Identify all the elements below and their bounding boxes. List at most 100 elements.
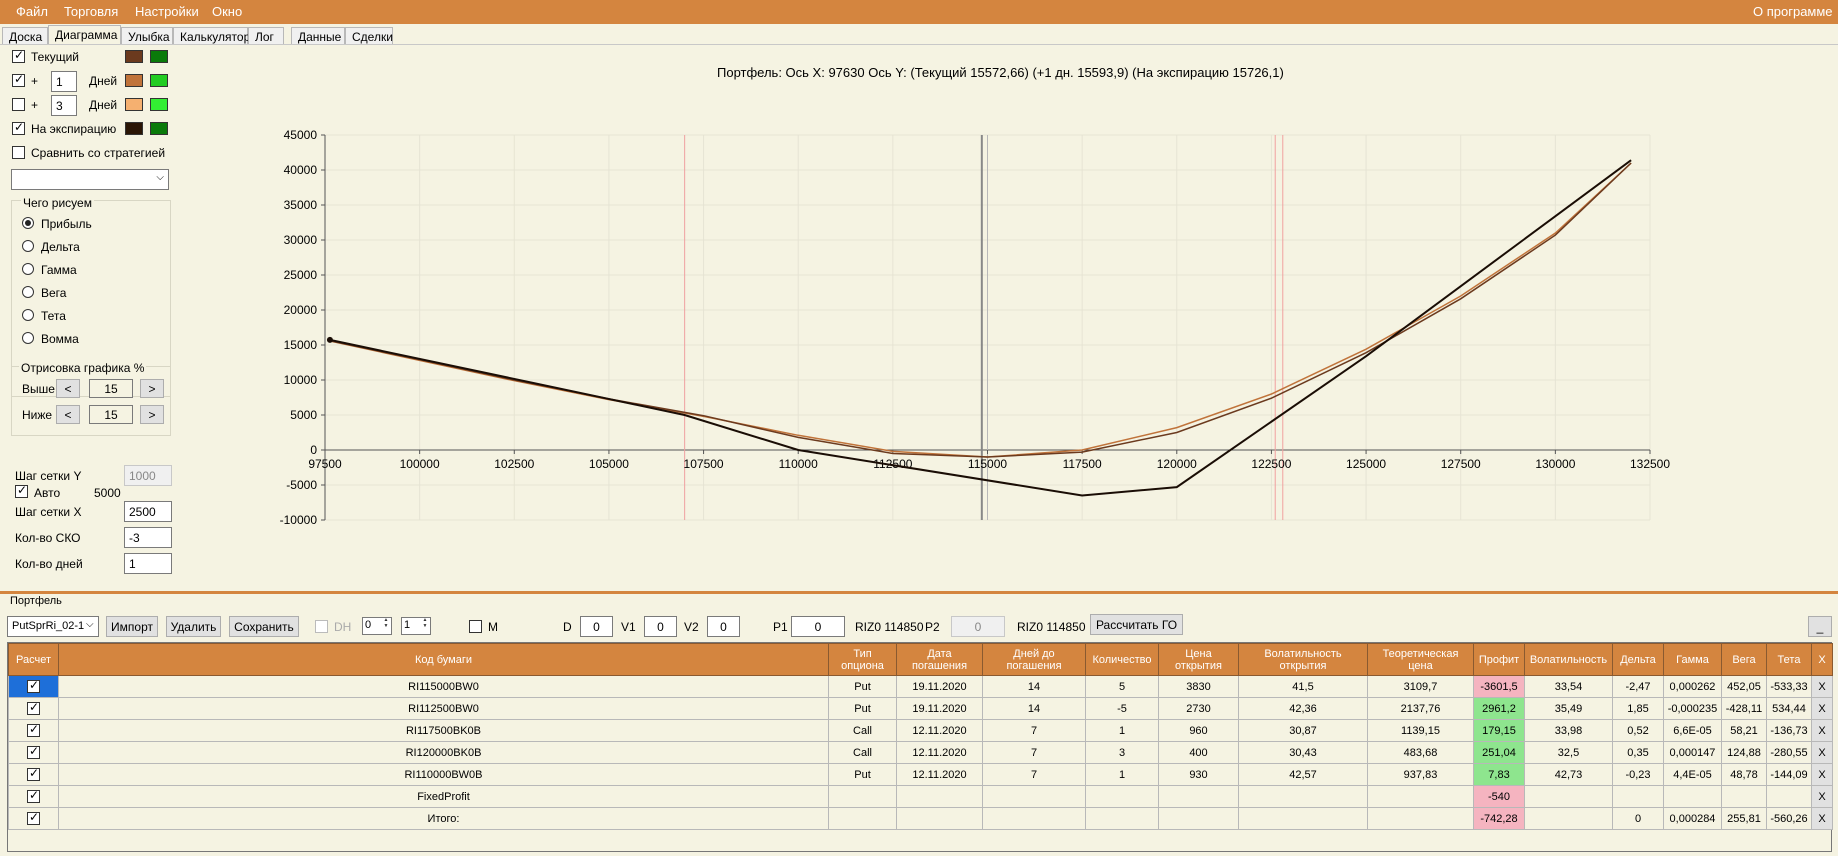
column-header[interactable]: Дельта xyxy=(1612,643,1664,676)
calc-cell[interactable] xyxy=(8,785,59,808)
column-header[interactable]: Тета xyxy=(1766,643,1812,676)
v1-input[interactable]: 0 xyxy=(644,616,677,637)
radio-vomma[interactable] xyxy=(22,332,34,344)
row-remove-button[interactable]: X xyxy=(1811,741,1833,764)
gridx-input[interactable]: 2500 xyxy=(124,501,172,522)
row-calc-checkbox[interactable] xyxy=(27,678,40,693)
strategy-select[interactable]: ⌵ xyxy=(11,169,169,190)
column-header[interactable]: Дата погашения xyxy=(896,643,983,676)
table-row[interactable]: RI117500BK0BCall12.11.20207196030,871139… xyxy=(8,719,1833,742)
plus2-days-input[interactable]: 3 xyxy=(51,95,77,116)
row-remove-button[interactable]: X xyxy=(1811,719,1833,742)
column-header[interactable]: Количество xyxy=(1085,643,1159,676)
column-header[interactable]: Дней до погашения xyxy=(982,643,1086,676)
row-calc-checkbox[interactable] xyxy=(27,788,40,803)
column-header[interactable]: Теоретическая цена xyxy=(1367,643,1474,676)
column-header[interactable]: X xyxy=(1811,643,1833,676)
sko-input[interactable]: -3 xyxy=(124,527,172,548)
days-input[interactable]: 1 xyxy=(124,553,172,574)
column-header[interactable]: Расчет xyxy=(8,643,59,676)
current-checkbox[interactable] xyxy=(12,48,25,63)
splitter[interactable] xyxy=(0,591,1838,594)
below-increase-button[interactable]: > xyxy=(140,405,164,424)
tab-board[interactable]: Доска xyxy=(2,27,48,45)
p1-input[interactable]: 0 xyxy=(791,616,845,637)
expiry-color-a[interactable] xyxy=(125,122,143,135)
plus2-checkbox[interactable] xyxy=(12,98,25,111)
column-header[interactable]: Волатильность открытия xyxy=(1238,643,1368,676)
row-remove-button[interactable]: X xyxy=(1811,763,1833,786)
radio-gamma[interactable] xyxy=(22,263,34,275)
plus1-color-b[interactable] xyxy=(150,74,168,87)
plus1-days-input[interactable]: 1 xyxy=(51,71,77,92)
menu-settings[interactable]: Настройки xyxy=(135,4,199,19)
radio-vega[interactable] xyxy=(22,286,34,298)
calc-cell[interactable] xyxy=(8,807,59,830)
row-calc-checkbox[interactable] xyxy=(27,744,40,759)
menu-about[interactable]: О программе xyxy=(1753,4,1833,19)
expiry-checkbox[interactable] xyxy=(12,120,25,135)
column-header[interactable]: Волатильность xyxy=(1524,643,1613,676)
import-button[interactable]: Импорт xyxy=(106,616,158,637)
row-calc-checkbox[interactable] xyxy=(27,766,40,781)
plus1-checkbox[interactable] xyxy=(12,72,25,87)
table-row[interactable]: RI115000BW0Put19.11.2020145383041,53109,… xyxy=(8,675,1833,698)
column-header[interactable]: Цена открытия xyxy=(1158,643,1239,676)
column-header[interactable]: Вега xyxy=(1721,643,1767,676)
column-header[interactable]: Профит xyxy=(1473,643,1525,676)
d-input[interactable]: 0 xyxy=(580,616,613,637)
menu-trade[interactable]: Торговля xyxy=(64,4,119,19)
calc-cell[interactable] xyxy=(8,763,59,786)
table-row[interactable]: RI110000BW0BPut12.11.20207193042,57937,8… xyxy=(8,763,1833,786)
portfolio-select[interactable]: PutSprRi_02-1 xyxy=(7,616,99,637)
below-decrease-button[interactable]: < xyxy=(56,405,80,424)
radio-theta[interactable] xyxy=(22,309,34,321)
menu-window[interactable]: Окно xyxy=(212,4,243,19)
column-header[interactable]: Тип опциона xyxy=(828,643,897,676)
below-input[interactable]: 15 xyxy=(89,405,133,424)
table-row[interactable]: FixedProfit -540 X xyxy=(8,785,1833,808)
row-calc-checkbox[interactable] xyxy=(27,810,40,825)
row-remove-button[interactable]: X xyxy=(1811,785,1833,808)
calc-cell[interactable] xyxy=(8,697,59,720)
tab-log[interactable]: Лог xyxy=(248,27,284,45)
p2-input[interactable]: 0 xyxy=(951,616,1005,637)
plus1-color-a[interactable] xyxy=(125,74,143,87)
spin1-input[interactable]: 0 xyxy=(362,617,392,635)
tab-deals[interactable]: Сделки xyxy=(345,27,393,45)
row-remove-button[interactable]: X xyxy=(1811,697,1833,720)
radio-delta[interactable] xyxy=(22,240,34,252)
row-calc-checkbox[interactable] xyxy=(27,722,40,737)
plus2-color-b[interactable] xyxy=(150,98,168,111)
column-header[interactable]: Гамма xyxy=(1663,643,1722,676)
minimize-button[interactable]: _ xyxy=(1808,616,1832,637)
calc-cell[interactable] xyxy=(8,675,59,698)
menu-file[interactable]: Файл xyxy=(16,4,48,19)
tab-calculator[interactable]: Калькулятор xyxy=(173,27,250,45)
save-button[interactable]: Сохранить xyxy=(229,616,299,637)
row-calc-checkbox[interactable] xyxy=(27,700,40,715)
column-header[interactable]: Код бумаги xyxy=(58,643,829,676)
compare-checkbox[interactable] xyxy=(12,146,25,159)
tab-data[interactable]: Данные xyxy=(291,27,345,45)
radio-profit[interactable] xyxy=(22,217,34,229)
current-color-b[interactable] xyxy=(150,50,168,63)
tab-diagram[interactable]: Диаграмма xyxy=(48,25,121,46)
auto-checkbox[interactable] xyxy=(15,483,28,498)
spin2-input[interactable]: 1 xyxy=(401,617,431,635)
table-row[interactable]: RI120000BK0BCall12.11.20207340030,43483,… xyxy=(8,741,1833,764)
current-color-a[interactable] xyxy=(125,50,143,63)
above-decrease-button[interactable]: < xyxy=(56,379,80,398)
delete-button[interactable]: Удалить xyxy=(166,616,221,637)
calc-cell[interactable] xyxy=(8,741,59,764)
payoff-chart[interactable]: 97500 100000 102500 105000 107500 110000 11250… xyxy=(240,95,1770,615)
above-increase-button[interactable]: > xyxy=(140,379,164,398)
calc-cell[interactable] xyxy=(8,719,59,742)
row-remove-button[interactable]: X xyxy=(1811,807,1833,830)
expiry-color-b[interactable] xyxy=(150,122,168,135)
dh-checkbox[interactable] xyxy=(315,620,328,633)
gridy-input[interactable]: 1000 xyxy=(124,465,172,486)
tab-smile[interactable]: Улыбка xyxy=(121,27,173,45)
table-row[interactable]: RI112500BW0Put19.11.202014-5273042,36213… xyxy=(8,697,1833,720)
